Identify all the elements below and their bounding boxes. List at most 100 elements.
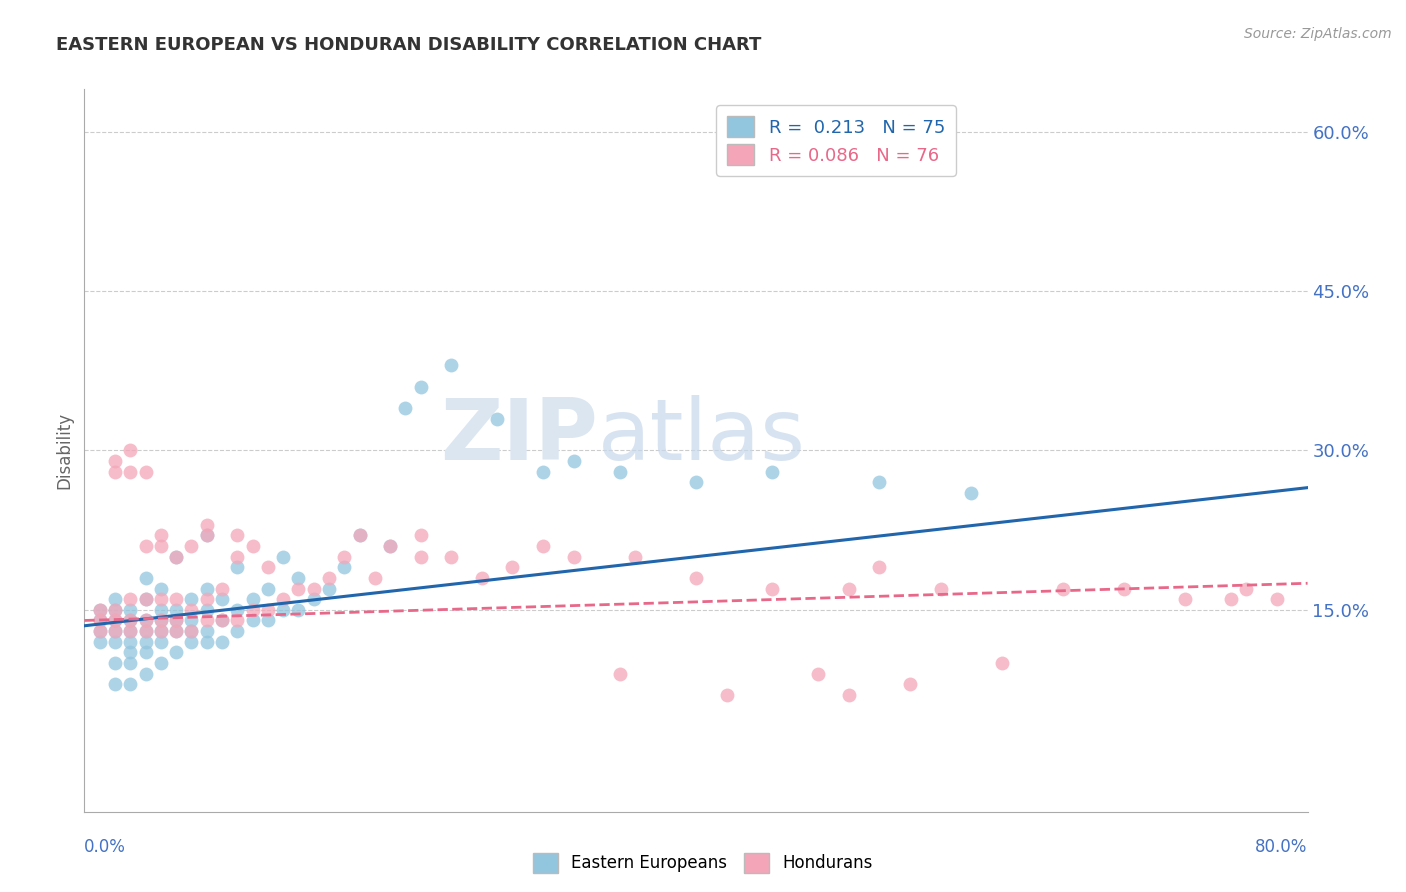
Text: Source: ZipAtlas.com: Source: ZipAtlas.com [1244,27,1392,41]
Point [333,560,356,574]
Point [869,475,891,490]
Point [135,592,157,607]
Point [135,465,157,479]
Point [318,571,340,585]
Point [149,614,172,628]
Point [562,549,585,564]
Point [180,634,202,648]
Point [531,539,554,553]
Point [1236,582,1258,596]
Point [1114,582,1136,596]
Point [120,614,142,628]
Point [302,592,325,607]
Point [287,571,309,585]
Point [120,443,142,458]
Point [195,634,218,648]
Point [211,592,233,607]
Point [89,634,111,648]
Point [135,539,157,553]
Point [104,624,127,639]
Point [531,465,554,479]
Point [180,592,202,607]
Point [226,603,249,617]
Point [624,549,647,564]
Text: ZIP: ZIP [440,394,598,477]
Point [1174,592,1197,607]
Point [89,614,111,628]
Point [287,582,309,596]
Point [333,549,356,564]
Point [761,465,783,479]
Point [120,645,142,659]
Point [120,614,142,628]
Point [257,614,280,628]
Point [89,614,111,628]
Point [502,560,524,574]
Point [135,645,157,659]
Point [195,582,218,596]
Point [180,614,202,628]
Point [149,624,172,639]
Point [89,603,111,617]
Point [104,634,127,648]
Point [104,603,127,617]
Point [226,549,249,564]
Point [257,582,280,596]
Point [380,539,402,553]
Point [104,624,127,639]
Point [1220,592,1243,607]
Point [104,454,127,468]
Point [838,688,860,702]
Point [211,634,233,648]
Point [257,603,280,617]
Point [287,603,309,617]
Point [562,454,585,468]
Point [440,359,463,373]
Point [120,465,142,479]
Point [242,539,264,553]
Point [104,656,127,670]
Point [89,624,111,639]
Point [869,560,891,574]
Point [180,539,202,553]
Point [120,677,142,691]
Point [120,624,142,639]
Point [135,592,157,607]
Point [226,614,249,628]
Point [120,634,142,648]
Point [180,624,202,639]
Point [349,528,371,542]
Point [135,624,157,639]
Point [195,614,218,628]
Point [135,614,157,628]
Point [807,666,830,681]
Point [226,528,249,542]
Point [211,614,233,628]
Point [318,582,340,596]
Point [226,560,249,574]
Point [991,656,1014,670]
Point [149,582,172,596]
Point [716,688,738,702]
Point [302,582,325,596]
Point [104,614,127,628]
Point [89,624,111,639]
Point [149,624,172,639]
Point [195,603,218,617]
Point [394,401,416,415]
Point [104,677,127,691]
Point [271,603,294,617]
Point [929,582,952,596]
Point [120,603,142,617]
Point [1265,592,1288,607]
Point [195,528,218,542]
Point [211,582,233,596]
Point [271,549,294,564]
Point [149,634,172,648]
Point [149,528,172,542]
Point [165,614,187,628]
Text: 0.0%: 0.0% [84,838,127,856]
Point [271,592,294,607]
Point [257,560,280,574]
Point [104,614,127,628]
